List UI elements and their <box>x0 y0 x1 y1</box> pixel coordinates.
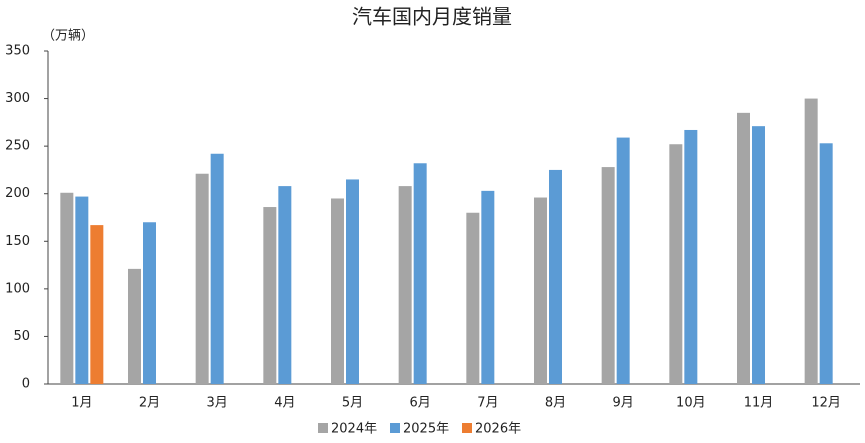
bar <box>669 144 683 384</box>
bar <box>549 169 562 384</box>
bar <box>75 196 89 384</box>
x-tick-label: 3月 <box>207 396 228 411</box>
bar <box>466 212 480 384</box>
bar <box>804 98 818 385</box>
bar <box>90 225 104 384</box>
y-axis-label: （万辆） <box>42 29 94 44</box>
x-tick-label: 12月 <box>811 396 841 411</box>
x-tick-label: 10月 <box>676 396 706 411</box>
y-tick-label: 300 <box>5 91 30 106</box>
x-tick-label: 6月 <box>410 396 431 411</box>
legend-swatch <box>390 423 400 433</box>
bar <box>413 163 427 384</box>
chart-title: 汽车国内月度销量 <box>352 5 512 29</box>
y-tick-label: 50 <box>13 329 30 344</box>
y-tick-label: 250 <box>5 139 30 154</box>
legend-label: 2026年 <box>475 422 521 437</box>
y-tick-label: 0 <box>22 377 30 392</box>
x-tick-label: 11月 <box>744 396 774 411</box>
y-tick-label: 150 <box>5 234 30 249</box>
bar <box>210 153 224 384</box>
bar <box>737 112 750 384</box>
legend-label: 2024年 <box>331 422 377 437</box>
x-tick-label: 5月 <box>342 396 363 411</box>
bar <box>752 126 765 385</box>
bar <box>616 137 630 384</box>
bar <box>128 268 141 384</box>
bar <box>331 198 344 384</box>
x-tick-label: 8月 <box>545 396 566 411</box>
bar <box>195 173 209 384</box>
bar <box>60 192 74 384</box>
legend-swatch <box>462 423 472 433</box>
legend-swatch <box>318 423 328 433</box>
bar <box>601 167 615 384</box>
y-tick-label: 200 <box>5 186 30 201</box>
bar <box>263 207 277 384</box>
bar <box>143 222 156 384</box>
bar <box>278 186 292 384</box>
x-tick-label: 7月 <box>477 396 498 411</box>
bar <box>398 186 412 384</box>
x-tick-label: 1月 <box>71 396 92 411</box>
bar <box>534 197 547 384</box>
bar <box>346 179 359 384</box>
y-tick-label: 100 <box>5 281 30 296</box>
bar <box>819 143 833 384</box>
x-tick-label: 2月 <box>139 396 160 411</box>
bar <box>684 129 698 384</box>
x-tick-label: 4月 <box>274 396 295 411</box>
x-tick-label: 9月 <box>613 396 634 411</box>
legend-label: 2025年 <box>403 422 449 437</box>
y-tick-label: 350 <box>5 44 30 59</box>
bar <box>481 190 495 384</box>
